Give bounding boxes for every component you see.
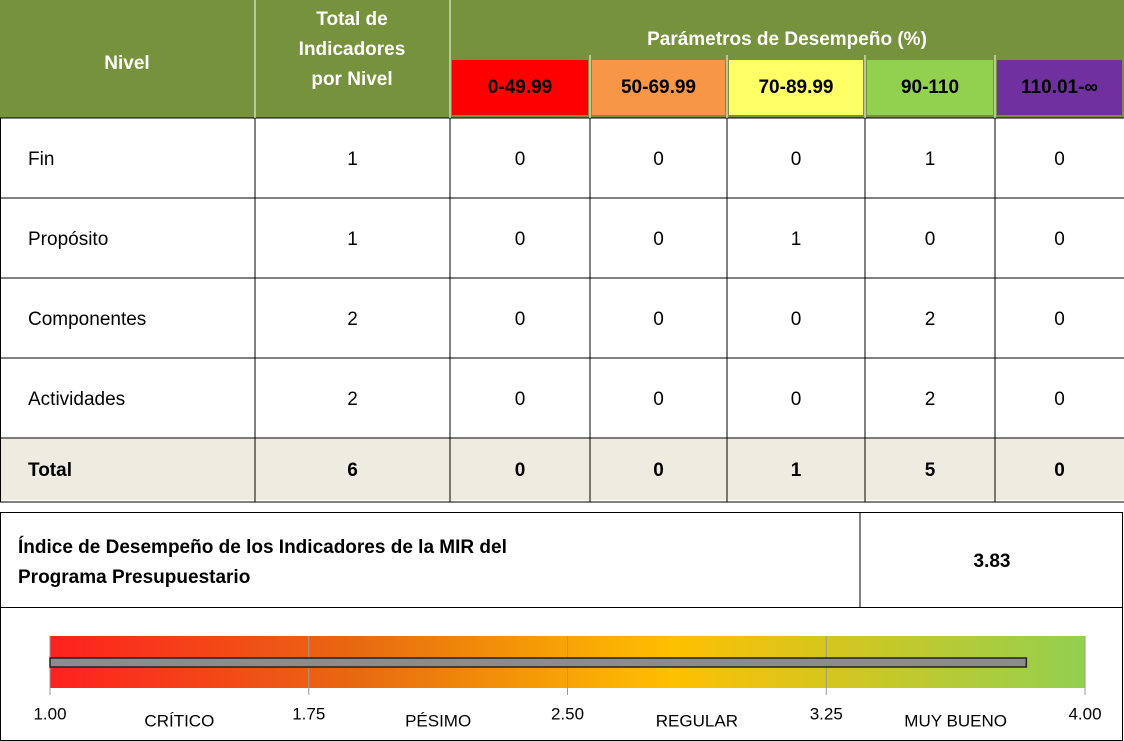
cell: 0 — [1054, 149, 1065, 170]
gauge-tick-label: 1.75 — [292, 704, 325, 723]
cell: 0 — [1054, 309, 1065, 330]
index-box — [0, 512, 1123, 608]
cell: 0 — [1054, 229, 1065, 250]
cell: 1 — [791, 460, 802, 481]
range-label: 110.01-∞ — [1021, 77, 1098, 98]
header-total: Total de — [316, 9, 387, 30]
range-cell — [452, 60, 588, 115]
cell: 0 — [653, 460, 664, 481]
zone-label: PÉSIMO — [405, 711, 471, 730]
header-params: Parámetros de Desempeño (%) — [647, 29, 927, 50]
cell: 2 — [347, 309, 358, 330]
cell: 0 — [791, 309, 802, 330]
range-cell — [997, 60, 1122, 115]
cell: 0 — [1054, 389, 1065, 410]
cell: 0 — [653, 389, 664, 410]
total-bg — [0, 438, 1124, 500]
gauge-tick-label: 2.50 — [551, 704, 584, 723]
range-label: 0-49.99 — [488, 77, 552, 98]
cell: 2 — [925, 309, 936, 330]
cell: 0 — [515, 229, 526, 250]
range-cell — [729, 60, 863, 115]
zone-label: REGULAR — [656, 711, 738, 730]
cell: Propósito — [28, 229, 108, 250]
cell: 0 — [791, 389, 802, 410]
cell: 6 — [347, 460, 358, 481]
cell: 0 — [515, 389, 526, 410]
header-total: por Nivel — [311, 69, 392, 90]
index-value: 3.83 — [974, 551, 1011, 572]
cell: 1 — [925, 149, 936, 170]
gauge-tick-label: 4.00 — [1068, 704, 1101, 723]
cell: 0 — [925, 229, 936, 250]
range-label: 90-110 — [901, 77, 959, 98]
cell: 0 — [1054, 460, 1065, 481]
cell: 1 — [791, 229, 802, 250]
cell: 0 — [653, 149, 664, 170]
gauge-tick-label: 3.25 — [810, 704, 843, 723]
cell: 0 — [515, 309, 526, 330]
gauge-tick-label: 1.00 — [33, 704, 66, 723]
cell: 0 — [515, 149, 526, 170]
index-label: Índice de Desempeño de los Indicadores d… — [18, 536, 507, 558]
cell: 5 — [925, 460, 936, 481]
cell: 2 — [925, 389, 936, 410]
range-label: 50-69.99 — [621, 77, 696, 98]
cell: 0 — [515, 460, 526, 481]
cell: 1 — [347, 149, 358, 170]
range-cell — [867, 60, 993, 115]
zone-label: MUY BUENO — [904, 711, 1007, 730]
cell: Total — [28, 460, 72, 481]
zone-label: CRÍTICO — [144, 711, 214, 730]
cell: 2 — [347, 389, 358, 410]
cell: 0 — [791, 149, 802, 170]
cell: 0 — [653, 309, 664, 330]
cell: 0 — [653, 229, 664, 250]
cell: Fin — [28, 149, 54, 170]
cell: 1 — [347, 229, 358, 250]
index-label: Programa Presupuestario — [18, 567, 250, 588]
cell: Componentes — [28, 309, 146, 330]
cell: Actividades — [28, 389, 125, 410]
header-total: Indicadores — [299, 39, 406, 60]
gauge-value-bar — [49, 657, 1028, 668]
header-nivel: Nivel — [104, 53, 149, 74]
range-cell — [592, 60, 725, 115]
range-label: 70-89.99 — [758, 77, 833, 98]
